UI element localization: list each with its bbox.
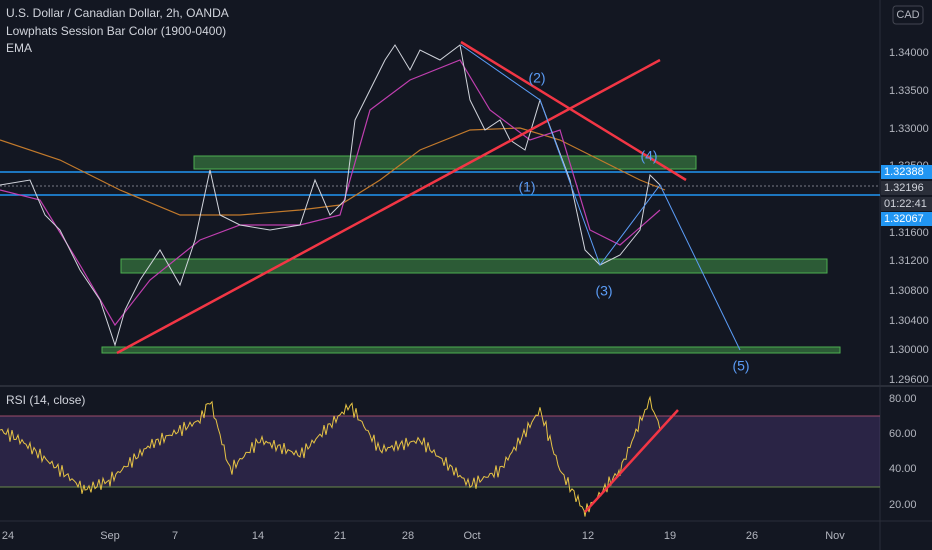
trend-line [584,409,679,513]
currency-button[interactable] [892,5,924,25]
time-label: Nov [825,530,845,542]
price-label: 1.34000 [889,47,929,59]
price-label: 1.31600 [889,227,929,239]
price-label: 1.31200 [889,255,929,267]
rsi-band [0,416,880,487]
price-tag-label: 01:22:41 [884,198,927,210]
time-label: 19 [664,530,676,542]
price-label: 1.30400 [889,315,929,327]
price-label: 1.30800 [889,285,929,297]
currency-button-label[interactable]: CAD [896,9,919,21]
price-tag [881,197,932,211]
trend-line [460,40,687,182]
price-label: 1.33500 [889,85,929,97]
time-label: Sep [100,530,120,542]
price-tag [881,181,932,195]
time-label: 24 [2,530,14,542]
ma-line [0,59,661,327]
price-tag [881,212,932,226]
price-tag-label: 1.32196 [884,182,924,194]
time-label: 12 [582,530,594,542]
wave-label: (2) [528,70,545,86]
rsi-axis-label: 40.00 [889,463,917,475]
time-label: 7 [172,530,178,542]
price-tag [881,165,932,179]
indicator-label: Lowphats Session Bar Color (1900-0400) [6,24,226,38]
price-label: 1.33000 [889,123,929,135]
price-label: 1.29600 [889,374,929,386]
zone [193,155,697,170]
price-label: 1.30000 [889,344,929,356]
rsi-axis-label: 60.00 [889,428,917,440]
wave-label: (5) [732,358,749,374]
time-label: 21 [334,530,346,542]
rsi-title: RSI (14, close) [6,393,85,407]
wave-path [460,44,741,351]
time-label: 14 [252,530,264,542]
price-tag-label: 1.32067 [884,213,924,225]
symbol-title: U.S. Dollar / Canadian Dollar, 2h, OANDA [6,6,229,20]
indicator-label: EMA [6,41,32,55]
rsi-axis-label: 20.00 [889,499,917,511]
wave-label: (4) [640,148,657,164]
rsi-line [0,395,661,517]
price-tag-label: 1.32388 [884,166,924,178]
zone [101,346,841,354]
time-label: 28 [402,530,414,542]
wave-label: (3) [595,283,612,299]
time-label: Oct [463,530,480,542]
ema-line [0,127,666,216]
rsi-axis-label: 80.00 [889,393,917,405]
zone [120,258,828,274]
wave-label: (1) [518,179,535,195]
time-label: 26 [746,530,758,542]
